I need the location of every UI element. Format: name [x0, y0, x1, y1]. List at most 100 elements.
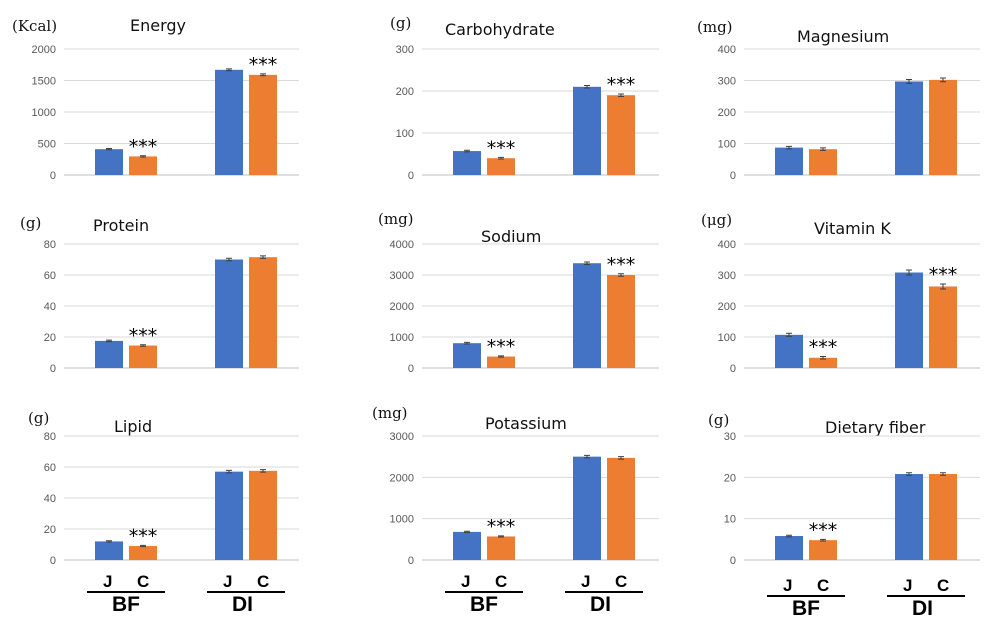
panel-title: Magnesium: [797, 27, 890, 46]
y-tick-label: 30: [724, 431, 736, 443]
bar-J-BF: [95, 149, 123, 175]
significance-marker: ***: [607, 254, 636, 276]
bar-C-BF: [129, 546, 157, 560]
error-bar: [906, 269, 912, 276]
y-tick-label: 20: [724, 472, 736, 484]
group-label-c: C: [137, 572, 150, 591]
error-bar: [140, 155, 146, 158]
panel-title: Lipid: [114, 417, 153, 436]
significance-marker: ***: [607, 74, 636, 96]
y-tick-label: 0: [730, 555, 736, 567]
error-bar: [618, 456, 624, 460]
panel-title: Vitamin K: [814, 219, 891, 238]
bar-C-DI: [607, 95, 635, 175]
significance-marker: ***: [809, 337, 838, 359]
y-tick-label: 10: [724, 514, 736, 526]
bar-C-BF: [129, 156, 157, 175]
bar-C-DI: [929, 286, 957, 368]
y-axis-unit-label: (g): [708, 411, 730, 429]
error-bar: [584, 261, 590, 265]
bar-C-DI: [607, 275, 635, 368]
group-label-bf: BF: [792, 597, 820, 620]
bar-J-BF: [453, 151, 481, 175]
y-axis-unit-label: (μg): [701, 211, 733, 229]
error-bar: [464, 530, 470, 534]
error-bar: [940, 77, 946, 83]
y-tick-label: 500: [38, 139, 56, 151]
error-bar: [140, 544, 146, 548]
significance-marker: ***: [929, 264, 958, 286]
group-underline: [767, 595, 845, 597]
bar-C-BF: [809, 149, 837, 175]
bar-C-DI: [249, 470, 277, 560]
y-tick-label: 300: [718, 76, 736, 88]
y-tick-label: 200: [718, 301, 736, 313]
panel-title: Sodium: [481, 227, 542, 246]
group-label-j: J: [223, 572, 233, 591]
error-bar: [260, 255, 266, 259]
error-bar: [106, 339, 112, 343]
bar-J-BF: [775, 334, 803, 368]
group-label-c: C: [615, 572, 628, 591]
y-axis-unit-label: (mg): [372, 404, 408, 422]
y-tick-label: 0: [50, 170, 56, 182]
group-underline: [887, 595, 965, 597]
y-tick-label: 0: [408, 170, 414, 182]
y-tick-label: 1000: [32, 107, 56, 119]
y-tick-label: 0: [730, 363, 736, 375]
error-bar: [226, 257, 232, 262]
bar-J-DI: [895, 474, 923, 560]
bar-C-BF: [809, 357, 837, 368]
error-bar: [226, 469, 232, 474]
y-axis-unit-label: (mg): [378, 210, 414, 228]
error-bar: [820, 147, 826, 151]
group-label-c: C: [817, 576, 830, 595]
y-tick-label: 2000: [390, 472, 414, 484]
error-bar: [464, 341, 470, 345]
y-tick-label: 100: [718, 332, 736, 344]
panel-title: Protein: [93, 216, 150, 235]
error-bar: [106, 148, 112, 151]
bar-J-DI: [215, 471, 243, 560]
y-tick-label: 0: [50, 363, 56, 375]
bar-J-BF: [453, 343, 481, 368]
y-tick-label: 400: [718, 239, 736, 251]
panel-title: Potassium: [485, 414, 567, 433]
y-tick-label: 0: [408, 555, 414, 567]
significance-marker: ***: [487, 137, 516, 159]
panel-title: Energy: [130, 16, 187, 35]
bar-J-BF: [775, 536, 803, 560]
bar-C-DI: [607, 457, 635, 560]
group-label-j: J: [903, 576, 913, 595]
group-label-bf: BF: [470, 593, 498, 616]
significance-marker: ***: [129, 525, 158, 547]
bar-J-DI: [895, 272, 923, 368]
error-bar: [260, 73, 266, 77]
y-tick-label: 0: [50, 555, 56, 567]
y-axis-unit-label: (Kcal): [12, 17, 58, 35]
y-axis-unit-label: (g): [20, 214, 42, 232]
y-tick-label: 60: [44, 270, 56, 282]
significance-marker: ***: [129, 325, 158, 347]
bar-J-BF: [775, 147, 803, 175]
group-underline: [207, 591, 285, 593]
bar-J-DI: [215, 259, 243, 368]
y-tick-label: 3000: [390, 431, 414, 443]
y-tick-label: 1000: [390, 332, 414, 344]
bar-C-BF: [809, 540, 837, 560]
error-bar: [618, 93, 624, 97]
error-bar: [498, 355, 504, 358]
y-tick-label: 20: [44, 524, 56, 536]
y-tick-label: 3000: [390, 270, 414, 282]
significance-marker: ***: [249, 54, 278, 76]
bar-J-DI: [895, 81, 923, 175]
error-bar: [618, 273, 624, 277]
